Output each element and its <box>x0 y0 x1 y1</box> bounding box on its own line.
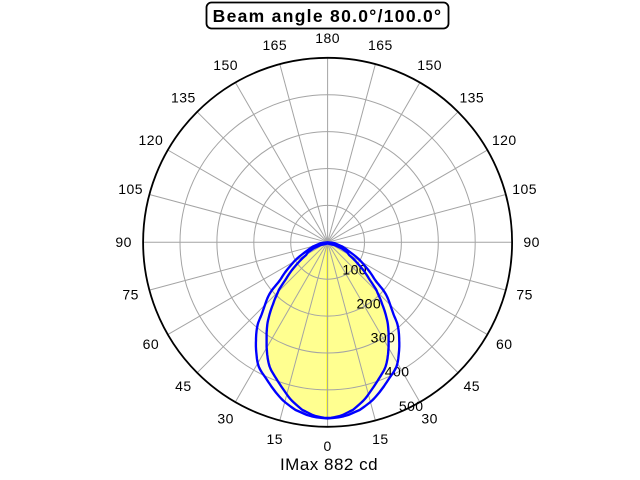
svg-text:30: 30 <box>421 411 437 427</box>
svg-text:150: 150 <box>417 57 442 73</box>
svg-text:15: 15 <box>372 431 388 447</box>
svg-text:60: 60 <box>143 336 159 352</box>
svg-text:200: 200 <box>356 296 381 312</box>
svg-text:60: 60 <box>496 336 512 352</box>
svg-text:15: 15 <box>267 431 283 447</box>
svg-text:105: 105 <box>512 181 537 197</box>
svg-text:0: 0 <box>323 438 331 454</box>
svg-text:90: 90 <box>115 234 131 250</box>
svg-text:120: 120 <box>139 132 164 148</box>
svg-text:135: 135 <box>171 90 196 106</box>
svg-text:IMax 882 cd: IMax 882 cd <box>280 455 378 474</box>
svg-text:300: 300 <box>371 330 396 346</box>
svg-text:500: 500 <box>399 398 424 414</box>
svg-text:120: 120 <box>492 132 517 148</box>
svg-text:165: 165 <box>368 37 393 53</box>
svg-text:105: 105 <box>118 181 143 197</box>
svg-text:75: 75 <box>122 287 138 303</box>
svg-text:30: 30 <box>217 411 233 427</box>
svg-text:135: 135 <box>459 90 484 106</box>
svg-text:165: 165 <box>262 37 287 53</box>
svg-text:45: 45 <box>175 378 191 394</box>
svg-text:90: 90 <box>523 234 539 250</box>
svg-text:75: 75 <box>516 287 532 303</box>
svg-text:Beam angle 80.0°/100.0°: Beam angle 80.0°/100.0° <box>213 6 443 26</box>
svg-text:180: 180 <box>315 30 340 46</box>
svg-text:45: 45 <box>464 378 480 394</box>
svg-text:150: 150 <box>213 57 238 73</box>
